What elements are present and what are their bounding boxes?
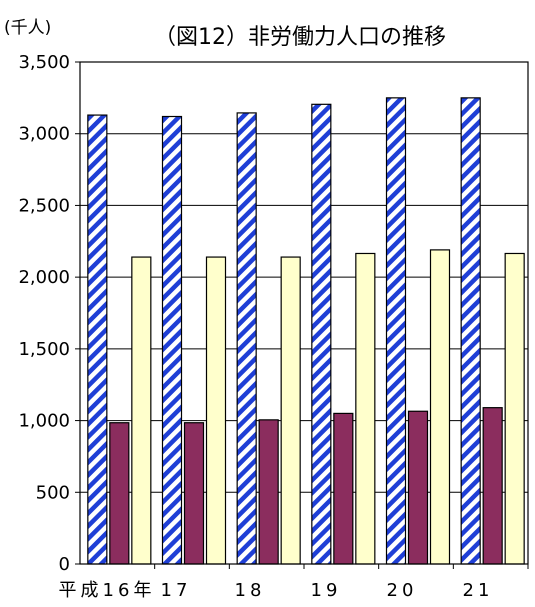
series-2-bar [183,422,205,565]
x-tick-label: 21 [463,580,494,601]
series-2-bar [482,407,503,565]
gridlines [80,133,528,493]
series-1-bar [460,97,481,565]
x-tick-label: 19 [311,580,342,601]
series-1-bar [161,115,183,565]
y-tick-label: 2,500 [18,195,70,216]
series-2-bar [333,412,354,565]
y-unit-label: (千人) [4,18,51,38]
series-3-bar [205,256,227,565]
y-tick-label: 3,000 [18,124,70,145]
series-2-bar [109,422,130,565]
plot-area [80,62,528,564]
series-2-bar [407,410,429,565]
series-3-bar [280,256,301,565]
y-axis: 0 500 1,000 1,500 2,000 2,500 3,000 3,500 [18,52,80,575]
y-tick-label: 0 [59,554,70,575]
series-2-bar [258,419,279,565]
series-1-bar [87,114,108,565]
series-3-bar [355,252,376,565]
series-1-bar [311,103,332,565]
y-tick-label: 500 [36,482,70,503]
series-3-bar [504,252,525,565]
x-tick-label: 20 [387,580,418,601]
series-1-bar [236,112,257,565]
series-3-bar [131,256,152,565]
y-tick-label: 3,500 [18,52,70,73]
y-tick-label: 1,000 [18,411,70,432]
series-1-bar [385,97,407,565]
x-tick-label: 18 [235,580,266,601]
x-axis: 平成16年 17 18 19 20 21 [59,564,529,601]
series-3-bar [429,249,451,565]
y-tick-label: 1,500 [18,339,70,360]
y-tick-label: 2,000 [18,267,70,288]
chart-title: （図12）非労働力人口の推移 [154,25,446,50]
x-tick-label: 平成16年 [59,580,156,601]
x-tick-label: 17 [161,580,192,601]
